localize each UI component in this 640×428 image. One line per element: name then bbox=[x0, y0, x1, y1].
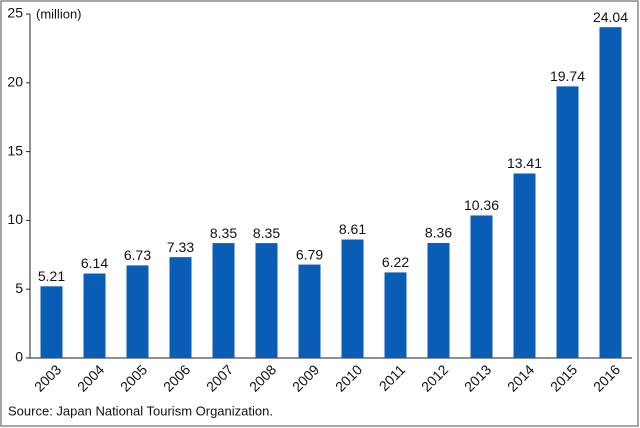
value-label: 8.35 bbox=[253, 225, 280, 241]
value-label: 7.33 bbox=[167, 239, 194, 255]
bar bbox=[556, 86, 579, 359]
unit-label: (million) bbox=[36, 6, 82, 21]
value-label: 13.41 bbox=[507, 155, 542, 171]
value-label: 6.73 bbox=[124, 247, 151, 263]
value-label: 8.35 bbox=[210, 225, 237, 241]
y-tick-label: 25 bbox=[7, 5, 23, 21]
x-tick-label: 2006 bbox=[160, 361, 193, 394]
bar bbox=[255, 243, 278, 358]
x-tick-label: 2013 bbox=[461, 361, 494, 394]
x-tick-label: 2008 bbox=[246, 361, 279, 394]
y-tick-label: 0 bbox=[15, 349, 23, 365]
bar bbox=[169, 257, 192, 358]
value-label: 10.36 bbox=[464, 197, 499, 213]
x-tick-label: 2014 bbox=[504, 361, 537, 394]
x-tick-label: 2011 bbox=[376, 361, 409, 394]
value-label: 6.79 bbox=[296, 246, 323, 262]
x-tick-label: 2004 bbox=[74, 361, 107, 394]
x-tick-label: 2003 bbox=[31, 361, 64, 394]
value-label: 19.74 bbox=[550, 68, 585, 84]
x-tick-label: 2009 bbox=[289, 361, 322, 394]
x-tick-label: 2010 bbox=[332, 361, 365, 394]
bar bbox=[212, 243, 235, 358]
bar bbox=[341, 239, 364, 358]
bar bbox=[126, 265, 149, 358]
y-tick-label: 15 bbox=[7, 142, 23, 158]
source-note: Source: Japan National Tourism Organizat… bbox=[8, 403, 273, 418]
bar bbox=[599, 27, 622, 359]
bar bbox=[427, 242, 450, 358]
value-label: 5.21 bbox=[38, 268, 65, 284]
bar bbox=[298, 264, 321, 358]
x-tick-label: 2015 bbox=[547, 361, 580, 394]
value-label: 8.61 bbox=[339, 221, 366, 237]
bar bbox=[83, 273, 106, 358]
value-label: 8.36 bbox=[425, 225, 452, 241]
bar bbox=[513, 173, 536, 358]
x-tick-label: 2012 bbox=[418, 361, 451, 394]
value-label: 6.22 bbox=[382, 254, 409, 270]
value-label: 6.14 bbox=[81, 255, 108, 271]
y-tick-label: 5 bbox=[15, 280, 23, 296]
value-label: 24.04 bbox=[593, 9, 628, 25]
y-tick-label: 20 bbox=[7, 74, 23, 90]
bar bbox=[470, 215, 493, 358]
y-tick-label: 10 bbox=[7, 211, 23, 227]
x-tick-label: 2005 bbox=[117, 361, 150, 394]
bar bbox=[40, 286, 63, 358]
bar bbox=[384, 272, 407, 358]
x-tick-label: 2007 bbox=[203, 361, 236, 394]
x-tick-label: 2016 bbox=[590, 361, 623, 394]
